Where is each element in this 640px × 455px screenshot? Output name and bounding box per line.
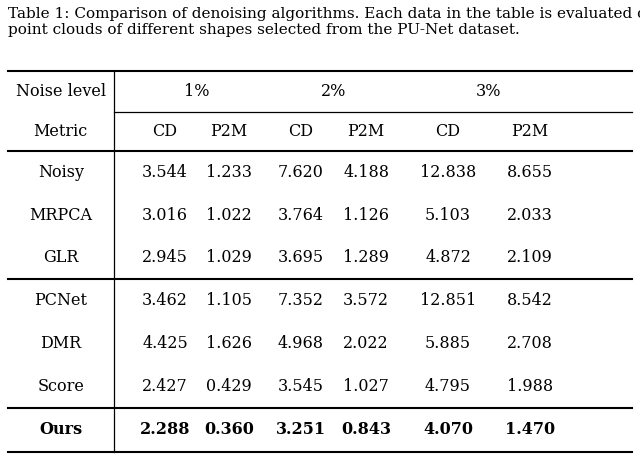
Text: 2.708: 2.708	[507, 335, 553, 352]
Text: 12.838: 12.838	[420, 164, 476, 181]
Text: CD: CD	[288, 123, 314, 140]
Text: 3.462: 3.462	[142, 292, 188, 309]
Text: 1.988: 1.988	[507, 378, 553, 395]
Text: 3.016: 3.016	[142, 207, 188, 224]
Text: 1.105: 1.105	[206, 292, 252, 309]
Text: CD: CD	[435, 123, 461, 140]
Text: 3.251: 3.251	[276, 421, 326, 439]
Text: 1.233: 1.233	[206, 164, 252, 181]
Text: 3%: 3%	[476, 83, 502, 100]
Text: 3.544: 3.544	[142, 164, 188, 181]
Text: 4.795: 4.795	[425, 378, 471, 395]
Text: 4.425: 4.425	[142, 335, 188, 352]
Text: 8.542: 8.542	[507, 292, 553, 309]
Text: 1%: 1%	[184, 83, 210, 100]
Text: PCNet: PCNet	[35, 292, 87, 309]
Text: 1.289: 1.289	[343, 249, 389, 267]
Text: Metric: Metric	[34, 123, 88, 140]
Text: 0.429: 0.429	[206, 378, 252, 395]
Text: 3.572: 3.572	[343, 292, 389, 309]
Text: GLR: GLR	[43, 249, 79, 267]
Text: CD: CD	[152, 123, 178, 140]
Text: 5.103: 5.103	[425, 207, 471, 224]
Text: DMR: DMR	[40, 335, 81, 352]
Text: Noise level: Noise level	[16, 83, 106, 100]
Text: 4.872: 4.872	[425, 249, 471, 267]
Text: 2%: 2%	[321, 83, 346, 100]
Text: P2M: P2M	[511, 123, 548, 140]
Text: 2.022: 2.022	[343, 335, 389, 352]
Text: Noisy: Noisy	[38, 164, 84, 181]
Text: 7.620: 7.620	[278, 164, 324, 181]
Text: 4.968: 4.968	[278, 335, 324, 352]
Text: 3.764: 3.764	[278, 207, 324, 224]
Text: 0.360: 0.360	[204, 421, 254, 439]
Text: 1.626: 1.626	[206, 335, 252, 352]
Text: Table 1: Comparison of denoising algorithms. Each data in the table is evaluated: Table 1: Comparison of denoising algorit…	[8, 7, 640, 21]
Text: 4.188: 4.188	[343, 164, 389, 181]
Text: 4.070: 4.070	[423, 421, 473, 439]
Text: 1.027: 1.027	[343, 378, 389, 395]
Text: P2M: P2M	[348, 123, 385, 140]
Text: 0.843: 0.843	[341, 421, 391, 439]
Text: 2.288: 2.288	[140, 421, 190, 439]
Text: point clouds of different shapes selected from the PU-Net dataset.: point clouds of different shapes selecte…	[8, 23, 520, 37]
Text: 1.470: 1.470	[505, 421, 555, 439]
Text: 2.033: 2.033	[507, 207, 553, 224]
Text: 3.695: 3.695	[278, 249, 324, 267]
Text: 3.545: 3.545	[278, 378, 324, 395]
Text: P2M: P2M	[211, 123, 248, 140]
Text: 2.945: 2.945	[142, 249, 188, 267]
Text: Score: Score	[37, 378, 84, 395]
Text: 1.126: 1.126	[343, 207, 389, 224]
Text: 5.885: 5.885	[425, 335, 471, 352]
Text: 12.851: 12.851	[420, 292, 476, 309]
Text: 1.029: 1.029	[206, 249, 252, 267]
Text: 2.109: 2.109	[507, 249, 553, 267]
Text: 8.655: 8.655	[507, 164, 553, 181]
Text: MRPCA: MRPCA	[29, 207, 92, 224]
Text: 7.352: 7.352	[278, 292, 324, 309]
Text: Ours: Ours	[39, 421, 83, 439]
Text: 1.022: 1.022	[206, 207, 252, 224]
Text: 2.427: 2.427	[142, 378, 188, 395]
